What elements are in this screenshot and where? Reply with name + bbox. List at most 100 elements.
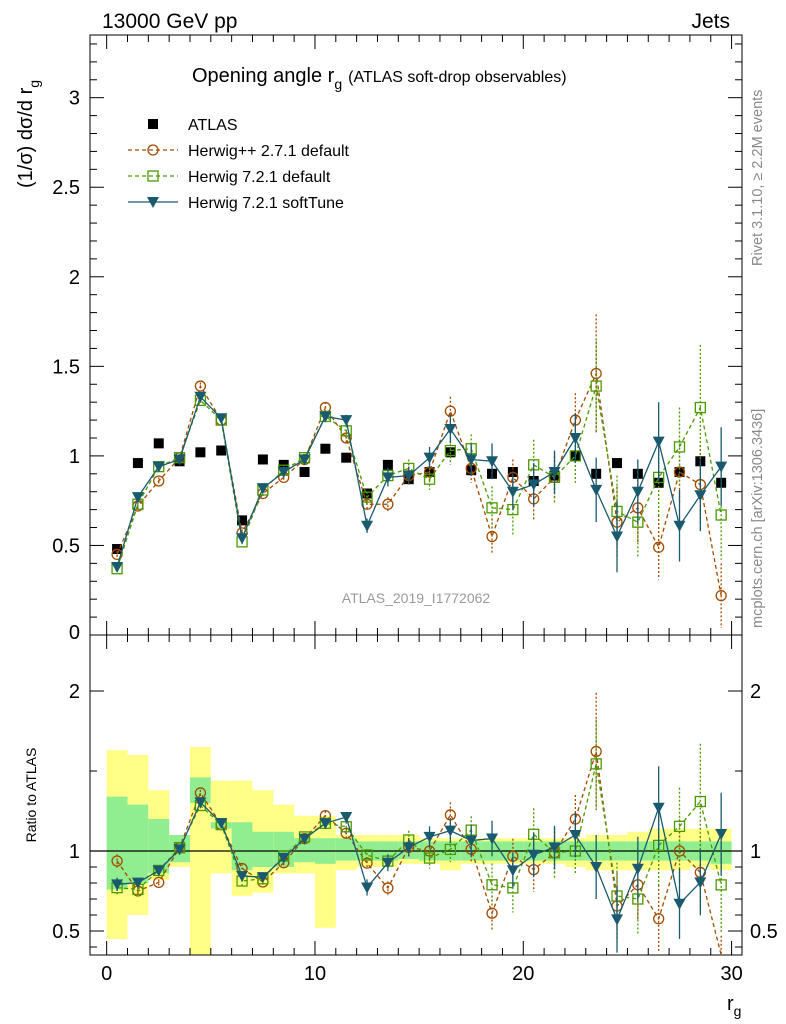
side-rivet-label: Rivet 3.1.10, ≥ 2.2M events bbox=[750, 90, 766, 266]
main-y-label-sub: g bbox=[26, 80, 42, 88]
ratio-series bbox=[111, 692, 728, 956]
ratio-point bbox=[569, 830, 582, 841]
ratio-point bbox=[298, 833, 311, 845]
ratio-point bbox=[715, 879, 727, 891]
ratio-point bbox=[277, 852, 290, 864]
ratio-point bbox=[361, 849, 373, 861]
y-tick-label-right: 0.5 bbox=[750, 921, 778, 943]
ratio-point bbox=[423, 831, 436, 843]
ratio-ticks: 0.5 0.5 1 1 2 2 bbox=[52, 635, 778, 955]
y-tick-label: 2 bbox=[69, 267, 80, 289]
x-label-sub: g bbox=[734, 1003, 742, 1019]
ratio-point bbox=[527, 849, 540, 861]
chart-title-text: Opening angle r bbox=[192, 65, 335, 87]
ratio-point bbox=[402, 842, 415, 854]
ratio-point bbox=[444, 843, 457, 856]
ratio-point bbox=[590, 862, 603, 873]
y-tick-label-right: 1 bbox=[750, 841, 761, 863]
data-point bbox=[320, 443, 331, 454]
legend-item-0: ATLAS bbox=[148, 117, 238, 134]
data-point bbox=[694, 490, 707, 502]
chart-title-suffix: (ATLAS soft-drop observables) bbox=[348, 69, 566, 86]
data-point bbox=[257, 454, 268, 465]
ratio-band-outer bbox=[314, 815, 336, 928]
ratio-point bbox=[340, 812, 353, 824]
data-point bbox=[465, 454, 478, 466]
ratio-point bbox=[673, 820, 686, 833]
svg-text:(1/σ) dσ/d rg: (1/σ) dσ/d rg bbox=[15, 80, 42, 188]
y-tick-label: 1 bbox=[69, 446, 80, 468]
ratio-band-inner bbox=[335, 838, 357, 861]
ratio-band-inner bbox=[127, 804, 149, 883]
data-point bbox=[611, 531, 624, 543]
data-point bbox=[319, 411, 332, 423]
ratio-point bbox=[152, 865, 165, 877]
data-point bbox=[215, 413, 228, 425]
ratio-point bbox=[715, 829, 728, 841]
y-tick-label: 0.5 bbox=[52, 535, 80, 557]
series-line bbox=[116, 385, 722, 569]
main-panel: 0.5 1 1.5 2 2.5 3 0 Opening angle rg (ATLAS sof… bbox=[52, 34, 743, 644]
ratio-band-inner bbox=[252, 831, 274, 867]
y-tick-label: 3 bbox=[69, 88, 80, 110]
data-point bbox=[298, 454, 311, 466]
data-point bbox=[237, 515, 248, 526]
data-point bbox=[216, 445, 227, 456]
y-tick-label-right: 2 bbox=[750, 681, 761, 703]
x-tick-label: 0 bbox=[101, 963, 112, 985]
ratio-point bbox=[486, 907, 498, 919]
legend-marker bbox=[147, 170, 159, 182]
header-process: Jets bbox=[691, 10, 730, 33]
data-point bbox=[569, 432, 582, 444]
legend-label: ATLAS bbox=[188, 117, 238, 134]
data-point bbox=[152, 461, 165, 473]
data-point bbox=[631, 486, 644, 498]
data-point bbox=[486, 456, 499, 468]
ratio-point bbox=[382, 882, 394, 894]
ratio-series-3 bbox=[111, 766, 728, 953]
ratio-point bbox=[652, 802, 665, 814]
ratio-point bbox=[173, 844, 186, 856]
ratio-point bbox=[236, 871, 249, 882]
ratio-point bbox=[611, 914, 624, 926]
main-series bbox=[111, 314, 728, 628]
ratio-point bbox=[256, 872, 269, 884]
svg-text:Opening angle rg(ATLAS soft-dr: Opening angle rg (ATLAS soft-drop observa… bbox=[192, 65, 567, 92]
data-point bbox=[361, 520, 374, 532]
ratio-point bbox=[423, 852, 436, 864]
y-tick-label: 0.5 bbox=[52, 921, 80, 943]
ratio-point bbox=[590, 758, 602, 770]
data-point bbox=[111, 561, 124, 573]
data-point bbox=[715, 509, 727, 521]
legend-item-2: Herwig 7.2.1 default bbox=[128, 169, 331, 186]
chart-title-sub: g bbox=[334, 76, 342, 92]
ratio-point bbox=[194, 797, 207, 809]
data-point bbox=[486, 502, 498, 514]
data-point bbox=[382, 498, 394, 510]
data-point bbox=[715, 461, 728, 473]
main-y-label-text: (1/σ) dσ/d r bbox=[15, 87, 37, 188]
legend-label: Herwig 7.2.1 default bbox=[188, 169, 331, 186]
data-point bbox=[673, 520, 686, 532]
series-0 bbox=[112, 438, 727, 555]
data-point bbox=[612, 458, 623, 469]
data-point bbox=[340, 432, 352, 444]
data-point bbox=[506, 486, 519, 498]
legend-label: Herwig 7.2.1 softTune bbox=[188, 195, 344, 212]
data-point bbox=[195, 447, 206, 458]
y-tick-label: 2 bbox=[69, 681, 80, 703]
main-ticks: 0.5 1 1.5 2 2.5 3 0 bbox=[52, 35, 742, 644]
header-energy: 13000 GeV pp bbox=[102, 10, 237, 33]
ratio-point bbox=[444, 825, 457, 837]
ratio-point bbox=[486, 833, 499, 845]
ratio-point bbox=[361, 882, 374, 894]
ratio-point bbox=[506, 865, 519, 877]
ratio-point bbox=[631, 863, 644, 875]
ratio-band-inner bbox=[106, 796, 128, 890]
ratio-point bbox=[465, 835, 478, 847]
svg-text:rg: rg bbox=[727, 993, 741, 1019]
y-tick-label: 2.5 bbox=[52, 177, 80, 199]
data-point bbox=[194, 380, 207, 392]
data-point bbox=[423, 473, 436, 485]
data-point bbox=[548, 467, 561, 479]
